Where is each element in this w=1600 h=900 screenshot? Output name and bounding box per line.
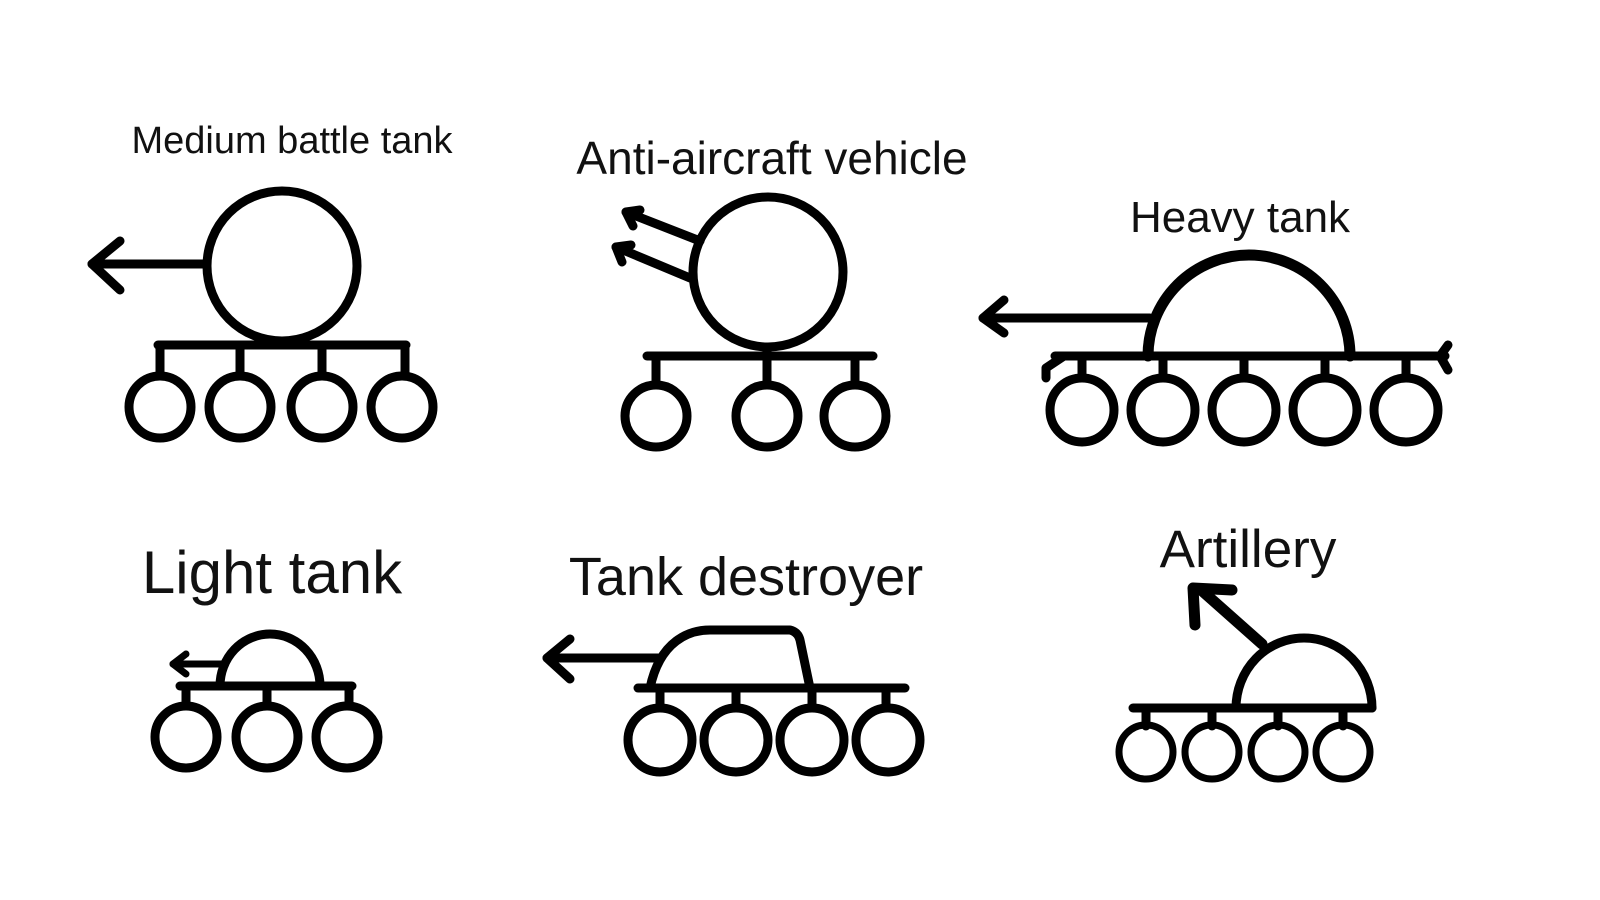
tank-destroyer-symbol: [542, 625, 925, 777]
elevated-gun-arrow-icon: [1187, 582, 1268, 650]
anti-aircraft-vehicle-symbol: [611, 192, 891, 452]
suspension-icon: [642, 343, 878, 388]
suspension-icon: [153, 340, 411, 378]
arrow-left-icon: [542, 634, 665, 684]
road-wheels-icon: [1045, 373, 1443, 447]
road-wheels-icon: [1115, 721, 1374, 783]
dome-turret-icon: [1231, 633, 1377, 713]
casemate-turret-icon: [645, 625, 815, 693]
road-wheels-icon: [150, 701, 383, 773]
dome-turret-icon: [1142, 249, 1356, 362]
artillery-symbol: [1115, 582, 1377, 783]
arrow-left-icon: [169, 650, 226, 678]
light-tank-label: Light tank: [141, 539, 403, 606]
road-wheels-icon: [124, 371, 438, 443]
arrow-left-icon: [87, 236, 210, 295]
turret-icon: [202, 186, 362, 346]
medium-battle-tank-label: Medium battle tank: [131, 120, 453, 162]
suspension-icon: [1041, 340, 1453, 383]
artillery-label: Artillery: [1159, 520, 1337, 579]
arrow-left-icon: [978, 295, 1155, 338]
road-wheels-icon: [620, 380, 891, 452]
road-wheels-icon: [623, 703, 925, 777]
dome-turret-icon: [215, 629, 325, 691]
heavy-tank-label: Heavy tank: [1129, 193, 1351, 242]
light-tank-symbol: [150, 629, 383, 773]
anti-aircraft-vehicle-label: Anti-aircraft vehicle: [576, 132, 968, 184]
tank-destroyer-label: Tank destroyer: [568, 547, 924, 607]
heavy-tank-symbol: [978, 249, 1453, 447]
twin-gun-arrows-icon: [611, 205, 705, 283]
medium-battle-tank-symbol: [87, 186, 438, 443]
suspension-icon: [633, 683, 910, 713]
turret-icon: [688, 192, 848, 352]
